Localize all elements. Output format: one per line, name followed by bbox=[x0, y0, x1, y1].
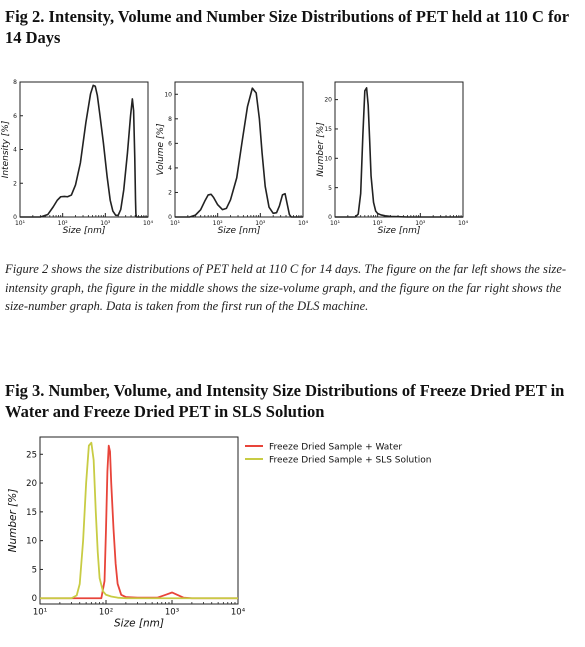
chart-volume: 0 2 4 6 8 10 10¹ 10² 10³ 10⁴ Size [nm] Volume [%] bbox=[156, 81, 309, 236]
series-line-0 bbox=[175, 87, 303, 218]
y-axis-label: Volume [%] bbox=[156, 123, 166, 176]
legend-entry-1: Freeze Dried Sample + SLS Solution bbox=[269, 456, 431, 466]
x-tick-label: 10⁴ bbox=[231, 608, 246, 618]
y-tick-label: 2 bbox=[13, 180, 17, 187]
x-tick-label: 10² bbox=[58, 220, 69, 227]
x-tick-label: 10⁴ bbox=[458, 220, 469, 227]
x-tick-label: 10⁴ bbox=[298, 220, 309, 227]
y-axis-label: Number [%] bbox=[316, 122, 326, 177]
x-tick-label: 10¹ bbox=[33, 608, 47, 618]
y-tick-label: 8 bbox=[13, 79, 17, 86]
series-line-1 bbox=[40, 441, 238, 600]
plot-frame bbox=[334, 81, 464, 218]
y-axis-label: Intensity [%] bbox=[1, 120, 11, 178]
y-tick-label: 2 bbox=[168, 190, 172, 197]
x-tick-label: 10³ bbox=[100, 220, 111, 227]
y-tick-label: 20 bbox=[26, 479, 37, 489]
x-tick-label: 10² bbox=[373, 220, 384, 227]
y-tick-label: 5 bbox=[32, 565, 37, 575]
x-axis-label: Size [nm] bbox=[114, 618, 164, 630]
y-tick-label: 10 bbox=[26, 537, 37, 547]
y-tick-label: 10 bbox=[164, 91, 172, 98]
y-tick-label: 6 bbox=[13, 113, 17, 120]
chart-intensity: 0 2 4 6 8 10¹ 10² 10³ 10⁴ Size [nm] Intensity [%] bbox=[1, 79, 154, 236]
x-tick-label: 10² bbox=[99, 608, 113, 618]
fig2-heading: Fig 2. Intensity, Volume and Number Size… bbox=[5, 7, 569, 47]
chart-freeze-dried: 0 5 10 15 20 25 10¹ 10² 10³ 10⁴ Size [nm] Number [%… bbox=[7, 436, 431, 630]
x-tick-label: 10³ bbox=[255, 220, 266, 227]
y-tick-label: 15 bbox=[26, 508, 37, 518]
x-tick-label: 10³ bbox=[165, 608, 179, 618]
y-tick-label: 20 bbox=[324, 97, 332, 104]
x-axis-label: Size [nm] bbox=[63, 226, 106, 236]
y-tick-label: 25 bbox=[26, 450, 37, 460]
series-line-0 bbox=[20, 84, 148, 218]
fig2-caption: Figure 2 shows the size distributions of… bbox=[5, 262, 567, 313]
plot-frame bbox=[19, 81, 149, 218]
y-tick-label: 15 bbox=[324, 126, 332, 133]
y-tick-label: 0 bbox=[328, 214, 332, 221]
y-axis-label: Number [%] bbox=[7, 489, 19, 553]
x-tick-label: 10⁴ bbox=[143, 220, 154, 227]
legend-entry-0: Freeze Dried Sample + Water bbox=[269, 443, 402, 453]
series-line-0 bbox=[335, 87, 463, 218]
y-tick-label: 0 bbox=[168, 214, 172, 221]
chart-number: 0 5 10 15 20 10¹ 10² 10³ 10⁴ Size [nm] Number [%] bbox=[316, 81, 469, 236]
plot-frame bbox=[174, 81, 304, 218]
x-axis-label: Size [nm] bbox=[378, 226, 421, 236]
series-line-0 bbox=[40, 444, 238, 600]
x-tick-label: 10¹ bbox=[15, 220, 26, 227]
x-tick-label: 10³ bbox=[415, 220, 426, 227]
y-tick-label: 8 bbox=[168, 116, 172, 123]
fig3-heading: Fig 3. Number, Volume, and Intensity Siz… bbox=[5, 381, 565, 421]
x-tick-label: 10¹ bbox=[330, 220, 341, 227]
y-tick-label: 10 bbox=[324, 155, 332, 162]
y-tick-label: 4 bbox=[13, 147, 17, 154]
x-tick-label: 10¹ bbox=[170, 220, 181, 227]
y-tick-label: 0 bbox=[13, 214, 17, 221]
x-axis-label: Size [nm] bbox=[218, 226, 261, 236]
x-tick-label: 10² bbox=[213, 220, 224, 227]
y-tick-label: 4 bbox=[168, 165, 172, 172]
y-tick-label: 6 bbox=[168, 140, 172, 147]
y-tick-label: 5 bbox=[328, 185, 332, 192]
plot-frame bbox=[39, 436, 239, 605]
y-tick-label: 0 bbox=[32, 594, 37, 604]
